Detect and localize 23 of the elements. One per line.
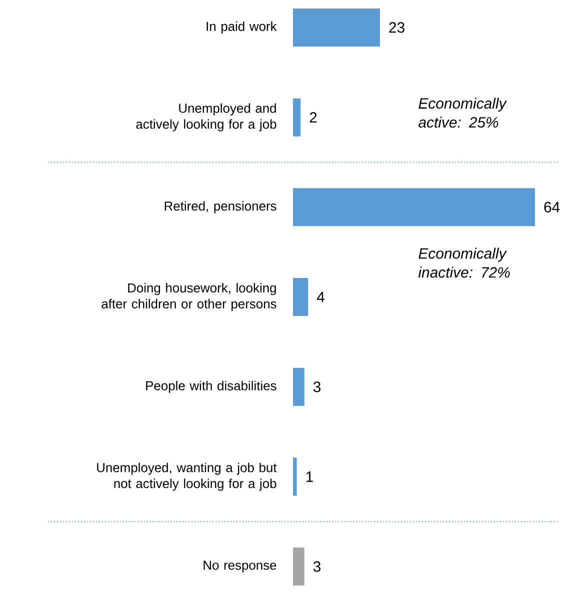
y-tick-label: Unemployed, wanting a job but not actively looking for a job: [97, 462, 277, 491]
bar: [292, 368, 304, 406]
bar: [292, 98, 301, 136]
annotation: Economically active: 25%: [418, 98, 507, 128]
y-tick-label: No response: [204, 560, 276, 572]
data-label: 64: [544, 202, 560, 212]
data-label: 3: [313, 561, 321, 572]
y-tick-label: In paid work: [206, 21, 277, 34]
data-label: 1: [306, 472, 313, 482]
bar: [292, 278, 308, 316]
data-label: 2: [310, 112, 317, 123]
annotation: Economically inactive: 72%: [418, 248, 510, 278]
bar: [292, 458, 297, 496]
y-tick-label: Doing housework, looking after children or other persons: [102, 282, 276, 312]
data-label: 3: [313, 382, 321, 392]
bar: [292, 8, 380, 46]
y-tick-label: Retired, pensioners: [164, 201, 276, 214]
y-tick-label: Unemployed and actively looking for a job: [136, 103, 276, 132]
bar: [292, 188, 536, 226]
y-tick-label: People with disabilities: [146, 380, 276, 393]
data-label: 23: [389, 22, 404, 33]
data-label: 4: [316, 292, 325, 302]
bar: [292, 548, 304, 586]
